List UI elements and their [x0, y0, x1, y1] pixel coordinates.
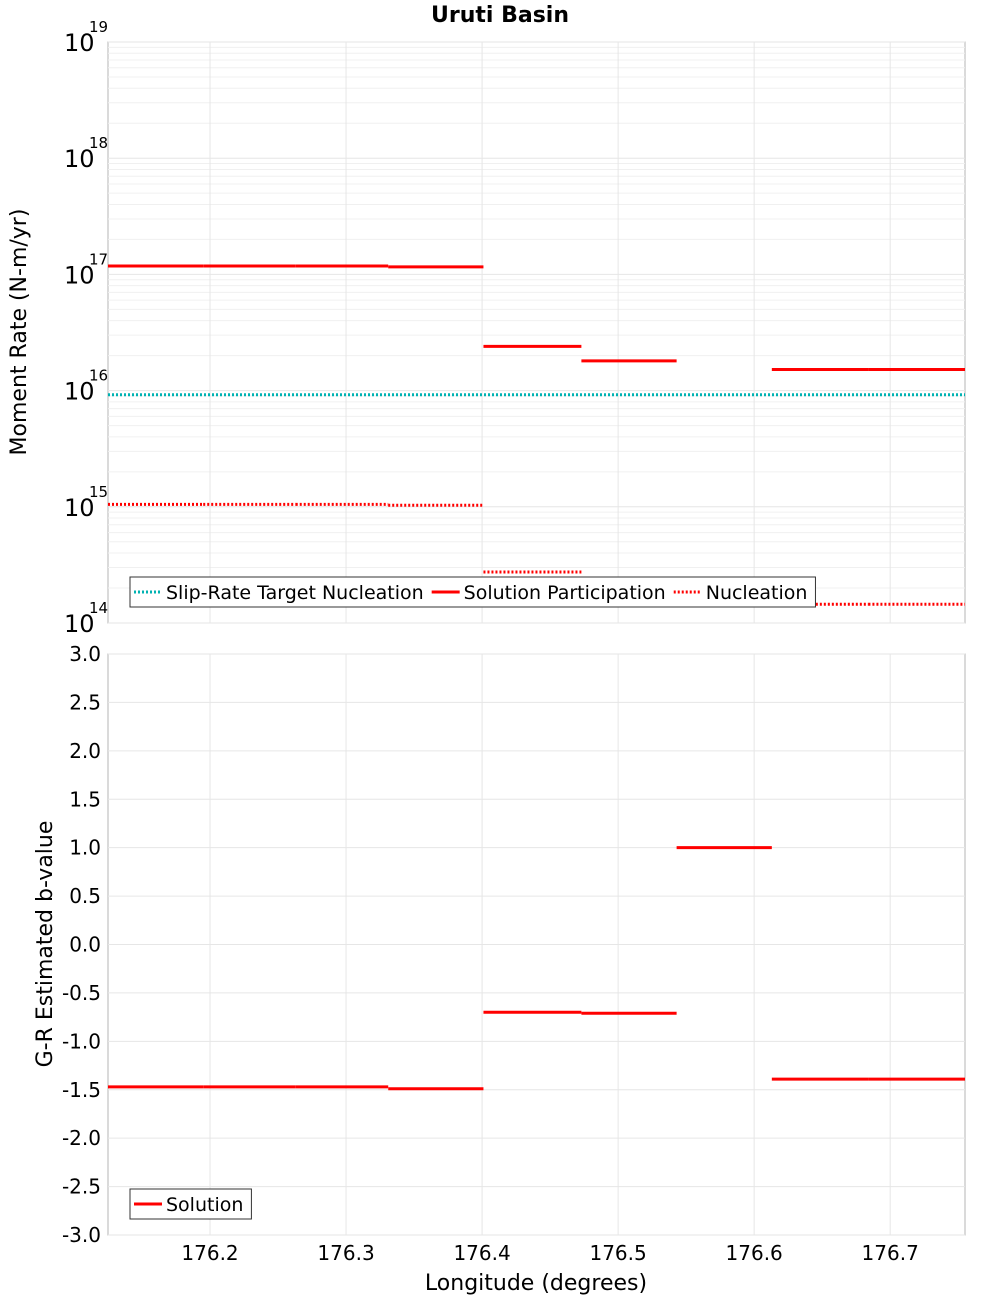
top-plot-area [107, 41, 966, 624]
y-tick-base: 10 [64, 29, 95, 57]
y-tick-exponent: 19 [89, 18, 108, 36]
y-tick-label: 2.5 [69, 690, 101, 714]
y-tick-exponent: 17 [89, 250, 108, 268]
x-tick-label: 176.7 [862, 1241, 919, 1265]
top-legend: Slip-Rate Target Nucleation Solution Part… [129, 576, 816, 608]
x-tick-labels: 176.2 176.3 176.4 176.5 176.6 176.7 [181, 1241, 918, 1265]
series-solution [108, 846, 965, 1091]
y-tick-base: 10 [64, 145, 95, 173]
chart-title: Uruti Basin [431, 3, 569, 28]
bottom-grid [108, 653, 965, 1236]
legend-item: Slip-Rate Target Nucleation [134, 582, 424, 604]
bottom-y-axis-label: G-R Estimated b-value [33, 821, 58, 1068]
x-tick-label: 176.6 [726, 1241, 783, 1265]
y-tick-label: 1.0 [69, 836, 101, 860]
y-tick-base: 10 [64, 494, 95, 522]
x-tick-label: 176.2 [181, 1241, 238, 1265]
bottom-legend: Solution [129, 1188, 252, 1220]
y-tick-label: -0.5 [62, 981, 101, 1005]
y-tick-label: -3.0 [62, 1223, 101, 1247]
y-tick-label: -2.0 [62, 1126, 101, 1150]
y-tick-exponent: 16 [89, 367, 108, 385]
legend-label: Solution Participation [464, 582, 666, 604]
legend-box [129, 576, 816, 608]
y-tick-label: 2.0 [69, 739, 101, 763]
x-tick-label: 176.4 [453, 1241, 510, 1265]
legend-label: Solution [166, 1194, 243, 1216]
y-tick-exponent: 15 [89, 483, 108, 501]
x-tick-label: 176.5 [589, 1241, 646, 1265]
y-tick-base: 10 [64, 378, 95, 406]
y-tick-exponent: 18 [89, 134, 108, 152]
series-solution-participation [108, 264, 965, 371]
y-tick-exponent: 14 [89, 599, 108, 617]
legend-item: Solution [134, 1194, 243, 1216]
legend-item: Nucleation [673, 582, 808, 604]
b-value-panel: -3.0 -2.5 -2.0 -1.5 -1.0 -0.5 0.0 0.5 1.0 1.5 2.0 2… [33, 642, 966, 1296]
y-tick-label: 0.5 [69, 884, 101, 908]
y-tick-label: -2.5 [62, 1175, 101, 1199]
top-grid [108, 41, 965, 624]
bottom-series [108, 846, 965, 1091]
legend-item: Solution Participation [431, 582, 666, 604]
y-tick-label: 0.0 [69, 933, 101, 957]
y-tick-label: -1.0 [62, 1029, 101, 1053]
y-tick-base: 10 [64, 610, 95, 638]
bottom-y-tick-labels: -3.0 -2.5 -2.0 -1.5 -1.0 -0.5 0.0 0.5 1.0 1.5 2.0 2… [62, 642, 101, 1247]
legend-label: Nucleation [706, 582, 808, 604]
top-series [108, 264, 965, 606]
legend-label: Slip-Rate Target Nucleation [166, 582, 424, 604]
y-tick-label: 1.5 [69, 787, 101, 811]
top-y-axis-label: Moment Rate (N-m/yr) [7, 209, 32, 456]
y-tick-label: -1.5 [62, 1078, 101, 1102]
y-tick-label: 3.0 [69, 642, 101, 666]
x-axis-label: Longitude (degrees) [425, 1271, 647, 1296]
y-tick-base: 10 [64, 261, 95, 289]
series-nucleation [108, 502, 965, 606]
x-tick-label: 176.3 [317, 1241, 374, 1265]
